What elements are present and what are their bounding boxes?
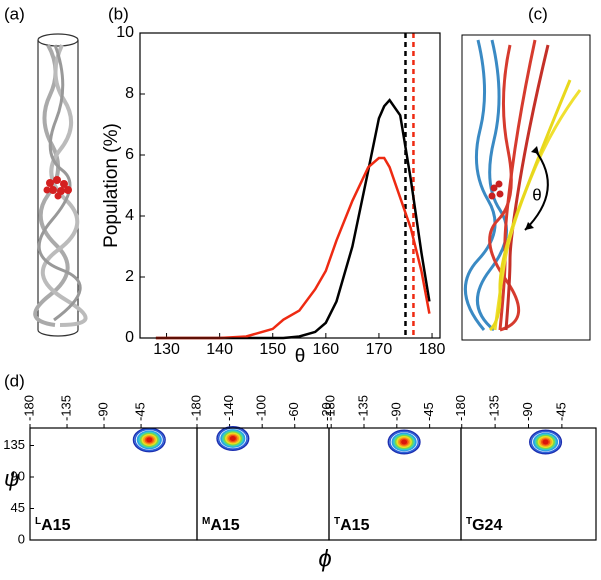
contour-level — [389, 430, 420, 454]
x-tick-label: -60 — [286, 402, 301, 421]
panel-name-sup: M — [202, 516, 210, 527]
panel-name-sup: T — [466, 516, 472, 527]
panel-name-main: A15 — [41, 517, 70, 534]
x-tick-label: 170 — [366, 341, 393, 358]
data-line — [155, 156, 431, 340]
angle-label: θ — [532, 185, 541, 204]
contour-level — [387, 429, 421, 455]
panel-label: (a) — [4, 4, 25, 23]
y-tick-label: 0 — [125, 329, 134, 346]
y-tick-label: 135 — [3, 437, 25, 452]
panel-name-main: G24 — [472, 517, 502, 534]
y-tick-label: 4 — [125, 207, 134, 224]
y-tick-label: 90 — [11, 468, 25, 483]
x-axis-label: ϕ — [318, 545, 331, 572]
y-axis-label: ψ — [4, 466, 20, 491]
panel-a-illustration — [33, 33, 88, 337]
density-peak — [401, 439, 408, 445]
contour-level — [529, 429, 563, 455]
x-tick-label: 140 — [206, 341, 233, 358]
x-tick-label: -135 — [487, 395, 502, 421]
x-tick-label: 130 — [153, 341, 180, 358]
contour-level — [216, 426, 250, 451]
panel-label: (d) — [4, 371, 25, 390]
x-tick-label: 180 — [419, 341, 446, 358]
x-tick-label: -20 — [319, 402, 334, 421]
contour-level — [134, 428, 165, 452]
x-tick-label: -140 — [221, 395, 236, 421]
y-tick-label: 10 — [116, 24, 134, 41]
x-tick-label: -135 — [58, 395, 73, 421]
x-tick-label: -180 — [323, 395, 338, 421]
x-tick-label: -180 — [21, 395, 36, 421]
plot-frame — [139, 32, 441, 339]
panel-label: (c) — [528, 4, 548, 23]
x-tick-label: -45 — [421, 402, 436, 421]
y-axis-label: Population (%) — [101, 123, 122, 248]
y-tick-label: 6 — [125, 146, 134, 163]
x-tick-label: -90 — [388, 402, 403, 421]
y-tick-label: 45 — [11, 500, 25, 515]
contour-level — [530, 430, 561, 454]
density-peak — [542, 439, 549, 445]
panel-name-main: A15 — [340, 517, 369, 534]
x-tick-label: -45 — [132, 402, 147, 421]
x-tick-label: -90 — [520, 402, 535, 421]
panel-name: TA15 — [334, 516, 370, 535]
x-axis-label: θ — [295, 346, 306, 367]
x-tick-label: -180 — [453, 395, 468, 421]
x-tick-label: -180 — [188, 395, 203, 421]
panel-name: LA15 — [35, 516, 71, 535]
density-peak — [146, 437, 153, 443]
y-tick-label: 8 — [125, 85, 134, 102]
x-tick-label: 160 — [312, 341, 339, 358]
panel-name-sup: L — [35, 516, 41, 527]
data-line — [155, 98, 431, 340]
panel-name-main: A15 — [210, 517, 239, 534]
panel-label: (b) — [108, 4, 129, 23]
x-tick-label: -135 — [355, 395, 370, 421]
x-tick-label: -100 — [254, 395, 269, 421]
panel-name: TG24 — [466, 516, 502, 535]
panel-frame — [460, 427, 597, 541]
x-tick-label: 150 — [259, 341, 286, 358]
y-tick-label: 2 — [125, 268, 134, 285]
panel-c-illustration — [461, 34, 591, 341]
x-tick-label: -90 — [95, 402, 110, 421]
x-tick-label: -45 — [553, 402, 568, 421]
density-peak — [229, 436, 236, 441]
panel-name: MA15 — [202, 516, 240, 535]
y-tick-label: 0 — [18, 531, 25, 546]
panel-name-sup: T — [334, 516, 340, 527]
